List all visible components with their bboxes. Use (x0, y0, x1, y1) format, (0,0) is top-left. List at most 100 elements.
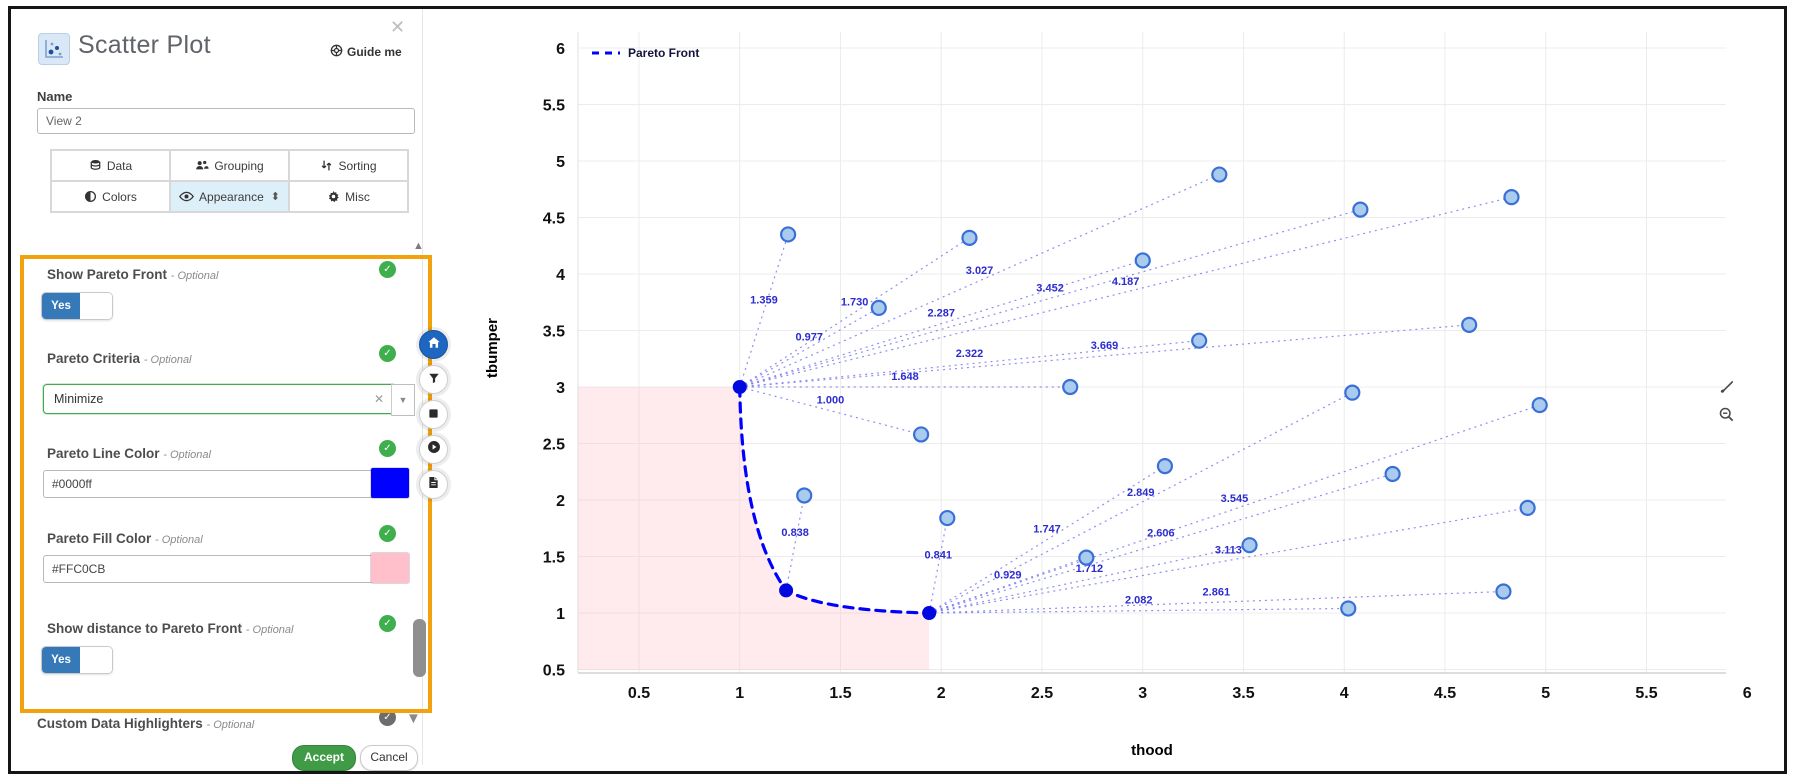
distance-label: 3.113 (1215, 544, 1242, 556)
scatter-plot-icon (38, 33, 70, 65)
distance-label: 0.977 (796, 331, 824, 343)
valid-check-icon: ✓ (379, 525, 396, 542)
y-tick-label: 5 (556, 154, 565, 171)
clear-icon[interactable]: ✕ (373, 392, 384, 406)
valid-check-icon: ✓ (379, 261, 396, 278)
pareto-point[interactable] (922, 606, 937, 620)
scatter-point[interactable] (1241, 537, 1258, 554)
x-tick-label: 0.5 (628, 685, 650, 702)
scatter-point[interactable] (1211, 166, 1228, 183)
export-button[interactable] (419, 470, 448, 499)
y-axis-label: tbumper (484, 318, 501, 378)
scatter-point[interactable] (1519, 499, 1536, 517)
scatter-chart: 1.359 1.7300.9773.0273.4524.1872.2873.669… (484, 32, 1752, 759)
home-icon (427, 336, 441, 354)
distance-label: 2.849 (1127, 487, 1155, 499)
scatter-point[interactable] (870, 299, 887, 316)
y-tick-label: 1.5 (543, 550, 565, 567)
expand-caret-icon[interactable]: ▼ (406, 710, 421, 727)
zoom-out-icon (1718, 406, 1735, 428)
dialog-tabs: Data Grouping Sorting Colors Appearance ⬍ Misc (50, 149, 409, 213)
y-tick-label: 3.5 (543, 324, 565, 341)
scatter-point[interactable] (1078, 549, 1095, 566)
x-axis-label: thood (1131, 742, 1173, 759)
scatter-point[interactable] (796, 487, 813, 504)
distance-connector (928, 404, 1540, 614)
scatter-point[interactable] (780, 226, 797, 243)
stop-button[interactable] (419, 400, 448, 429)
tab-misc[interactable]: Misc (289, 181, 408, 212)
scatter-point[interactable] (1503, 189, 1520, 206)
scatter-point[interactable] (1495, 583, 1512, 600)
distance-connector (739, 209, 1361, 388)
cancel-button[interactable]: Cancel (360, 745, 418, 771)
scatter-point[interactable] (1340, 600, 1357, 617)
pareto-criteria-select[interactable]: Minimize ✕ (43, 384, 393, 414)
distance-connector (739, 196, 1512, 388)
close-icon[interactable]: ✕ (390, 17, 406, 37)
dropdown-arrow-icon[interactable]: ▼ (391, 384, 415, 416)
field-label-4: Pareto Fill Color - Optional (47, 531, 203, 546)
distance-label: 0.841 (924, 550, 952, 562)
pareto-point[interactable] (732, 380, 747, 394)
distance-label: 1.359 (750, 295, 778, 307)
tab-colors[interactable]: Colors (51, 181, 170, 212)
play-icon (427, 440, 441, 459)
x-tick-label: 2.5 (1031, 685, 1053, 702)
tab-sorting[interactable]: Sorting (289, 150, 408, 181)
distance-label: 2.322 (956, 348, 984, 360)
filter-icon (428, 371, 440, 389)
distance-connector (739, 340, 1200, 388)
distance-connector (739, 307, 880, 388)
color-swatch[interactable] (371, 553, 409, 583)
x-tick-label: 6 (1743, 685, 1752, 702)
play-button[interactable] (419, 435, 448, 464)
scatter-point[interactable] (1062, 378, 1079, 396)
toggle-knob (80, 293, 112, 319)
toggle-show-pareto-front[interactable]: Yes (41, 292, 113, 320)
distance-connector (739, 386, 922, 436)
scatter-point[interactable] (1156, 458, 1174, 475)
scatter-point[interactable] (1191, 332, 1208, 349)
toggle-show-distance-to-pareto-front[interactable]: Yes (41, 646, 113, 674)
scatter-point[interactable] (1384, 465, 1401, 483)
guide-me-button[interactable]: Guide me (330, 44, 402, 60)
scatter-point[interactable] (1531, 396, 1548, 414)
x-tick-label: 1 (735, 685, 744, 702)
scatter-point[interactable] (1134, 252, 1151, 269)
pareto-point[interactable] (779, 583, 794, 598)
x-tick-label: 3.5 (1232, 685, 1254, 702)
home-button[interactable] (419, 330, 448, 359)
scatter-point[interactable] (939, 509, 956, 527)
scatter-point[interactable] (1344, 384, 1361, 401)
lifebuoy-icon (330, 44, 343, 60)
color-input-pareto-fill-color[interactable] (43, 555, 383, 583)
y-tick-label: 4 (556, 267, 565, 284)
name-input[interactable] (37, 108, 415, 134)
pareto-fill-region (578, 387, 930, 670)
scatter-point[interactable] (1461, 316, 1478, 333)
plot-toolbar (419, 330, 448, 499)
distance-connector (739, 259, 1143, 388)
legend-label[interactable]: Pareto Front (628, 46, 699, 60)
side-tools (1716, 379, 1736, 427)
scatter-point[interactable] (961, 229, 978, 246)
zoom-out-tool[interactable] (1716, 407, 1736, 427)
scatter-point[interactable] (913, 426, 930, 443)
tab-data[interactable]: Data (51, 150, 170, 181)
accept-button[interactable]: Accept (292, 745, 356, 771)
tab-appearance[interactable]: Appearance ⬍ (170, 181, 289, 212)
distance-connector (929, 607, 1349, 614)
scrollbar-thumb[interactable] (413, 619, 426, 677)
filter-button[interactable] (419, 365, 448, 394)
scatter-point[interactable] (1352, 201, 1369, 218)
x-tick-label: 1.5 (829, 685, 851, 702)
brush-tool[interactable] (1716, 379, 1736, 399)
custom-data-highlighters-label: Custom Data Highlighters - Optional (37, 716, 255, 731)
tab-grouping[interactable]: Grouping (170, 150, 289, 181)
color-input-pareto-line-color[interactable] (43, 470, 383, 498)
distance-label: 0.838 (781, 527, 809, 539)
distance-label: 1.000 (817, 395, 845, 407)
scroll-up-icon[interactable]: ▲ (413, 240, 424, 252)
color-swatch[interactable] (371, 468, 409, 498)
